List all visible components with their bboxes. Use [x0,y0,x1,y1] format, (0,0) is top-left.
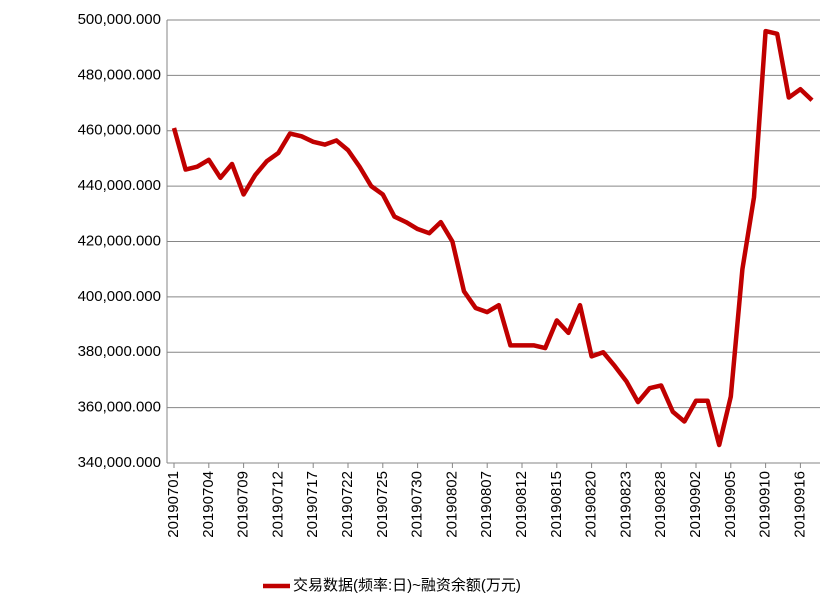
x-tick-label: 20190802 [443,471,460,538]
x-tick-label: 20190730 [409,471,426,538]
x-tick-label: 20190910 [757,471,774,538]
x-tick-label: 20190902 [687,471,704,538]
x-tick-label: 20190701 [165,471,182,538]
x-tick-label: 20190905 [722,471,739,538]
x-tick-label: 20190722 [339,471,356,538]
x-tick-label: 20190709 [235,471,252,538]
y-tick-label: 420,000.000 [78,232,161,249]
x-tick-label: 20190820 [583,471,600,538]
y-tick-label: 380,000.000 [78,343,161,360]
line-series [171,28,814,448]
x-tick-label: 20190807 [478,471,495,538]
x-tick-label: 20190812 [513,471,530,538]
y-tick-label: 340,000.000 [78,454,161,471]
y-tick-label: 480,000.000 [78,66,161,83]
x-tick-label: 20190828 [652,471,669,538]
y-tick-label: 400,000.000 [78,288,161,305]
y-tick-label: 440,000.000 [78,177,161,194]
y-tick-label: 360,000.000 [78,399,161,416]
x-tick-label: 20190815 [548,471,565,538]
x-tick-label: 20190725 [374,471,391,538]
legend-label: 交易数据(频率:日)~融资余额(万元) [293,576,521,594]
x-tick-label: 20190717 [304,471,321,538]
x-tick-label: 20190916 [791,471,808,538]
y-tick-label: 460,000.000 [78,122,161,139]
y-tick-label: 500,000.000 [78,11,161,28]
x-tick-label: 20190712 [269,471,286,538]
x-tick-label: 20190823 [617,471,634,538]
x-tick-label: 20190704 [200,471,217,538]
